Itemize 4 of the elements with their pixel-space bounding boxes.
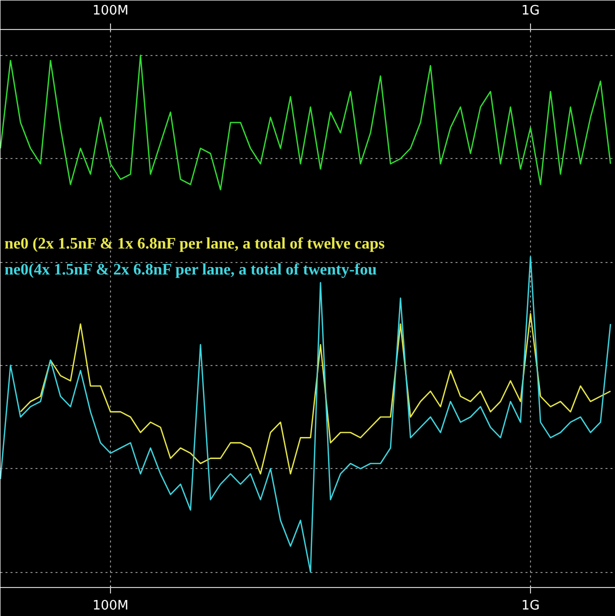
- category-label: 100M: [92, 598, 129, 614]
- category-label: 1G: [521, 598, 540, 614]
- text: ne0 (2x 1.5nF & 1x 6.8nF per lane, a total of twelve caps: [4, 236, 385, 252]
- series-label: ne0(4x 1.5nF & 2x 6.8nF per lane, a total of twenty-fou: [4, 262, 377, 278]
